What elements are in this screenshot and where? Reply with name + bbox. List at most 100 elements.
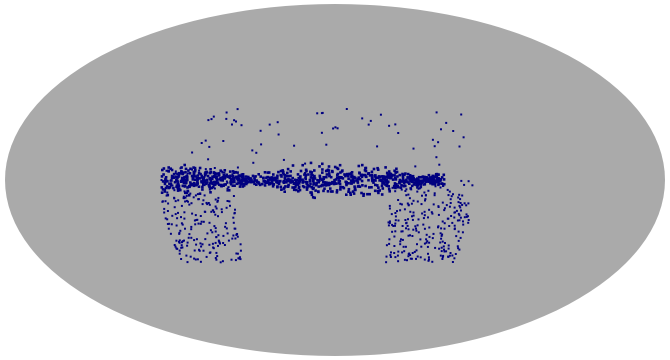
source-point — [303, 171, 307, 175]
source-point — [276, 121, 279, 124]
source-point — [453, 257, 456, 260]
source-point — [416, 190, 419, 193]
source-point — [467, 219, 470, 221]
source-point — [231, 184, 235, 187]
source-point — [342, 186, 346, 190]
source-point — [422, 179, 426, 182]
source-point — [196, 218, 199, 221]
source-point — [427, 180, 431, 183]
source-point — [420, 245, 423, 248]
source-point — [393, 182, 397, 185]
source-point — [433, 194, 436, 197]
source-point — [277, 170, 280, 174]
source-point — [456, 219, 459, 222]
source-point — [191, 176, 195, 180]
source-point — [309, 170, 312, 174]
source-point — [366, 172, 370, 175]
source-point — [388, 220, 391, 223]
source-point — [349, 179, 353, 182]
source-point — [435, 180, 438, 184]
source-point — [286, 184, 290, 188]
source-point — [232, 216, 235, 219]
source-point — [169, 232, 172, 235]
source-point — [176, 217, 179, 220]
source-point — [183, 185, 186, 188]
source-point — [259, 129, 262, 132]
source-point — [407, 204, 410, 207]
source-point — [253, 179, 257, 182]
source-point — [317, 190, 320, 193]
source-point — [419, 238, 422, 241]
source-point — [388, 204, 391, 207]
source-point — [345, 181, 348, 184]
source-point — [200, 174, 204, 178]
source-point — [177, 171, 181, 175]
source-point — [415, 229, 418, 232]
source-point — [189, 167, 192, 171]
source-point — [284, 185, 287, 188]
source-point — [166, 210, 169, 212]
source-point — [451, 221, 454, 224]
source-point — [166, 169, 169, 172]
source-point — [262, 177, 265, 180]
source-point — [172, 176, 176, 179]
source-point — [397, 132, 400, 134]
source-point — [459, 198, 462, 201]
source-point — [379, 178, 383, 182]
source-point — [254, 175, 257, 178]
source-point — [430, 211, 433, 214]
source-point — [194, 258, 197, 261]
source-point — [362, 173, 366, 177]
source-point — [380, 184, 384, 188]
source-point — [211, 175, 214, 178]
source-point — [177, 183, 180, 186]
source-point — [174, 170, 177, 173]
source-point — [395, 167, 398, 171]
source-point — [250, 178, 253, 182]
source-point — [403, 208, 406, 211]
source-point — [410, 184, 414, 188]
source-point — [196, 193, 199, 196]
source-point — [257, 173, 260, 176]
source-point — [413, 178, 416, 182]
source-point — [202, 178, 205, 181]
source-point — [321, 171, 324, 174]
source-point — [160, 179, 163, 181]
source-point — [350, 176, 353, 179]
source-point — [231, 237, 234, 240]
source-point — [457, 247, 460, 250]
source-point — [256, 180, 259, 184]
source-point — [361, 163, 364, 167]
source-point — [401, 251, 404, 254]
source-point — [387, 170, 391, 173]
source-point — [374, 183, 377, 187]
source-point — [175, 239, 178, 242]
source-point — [173, 206, 176, 209]
source-point — [323, 181, 327, 184]
source-point — [424, 194, 427, 197]
source-point — [178, 252, 181, 255]
source-point — [212, 174, 216, 178]
source-point — [401, 175, 405, 178]
source-point — [242, 184, 246, 187]
source-point — [455, 235, 458, 238]
source-point — [313, 177, 317, 180]
source-point — [176, 187, 180, 191]
source-point — [203, 184, 206, 187]
source-point — [387, 173, 390, 176]
source-point — [406, 172, 410, 176]
source-point — [260, 143, 263, 146]
source-point — [320, 178, 324, 182]
source-point — [222, 176, 225, 178]
source-point — [164, 177, 167, 181]
source-point — [214, 213, 217, 216]
source-point — [187, 169, 190, 172]
source-point — [181, 177, 184, 180]
source-point — [447, 194, 450, 197]
source-point — [368, 192, 371, 196]
source-point — [448, 190, 451, 193]
source-point — [181, 246, 184, 249]
source-point — [360, 175, 364, 179]
source-point — [412, 147, 415, 150]
source-point — [234, 227, 237, 230]
